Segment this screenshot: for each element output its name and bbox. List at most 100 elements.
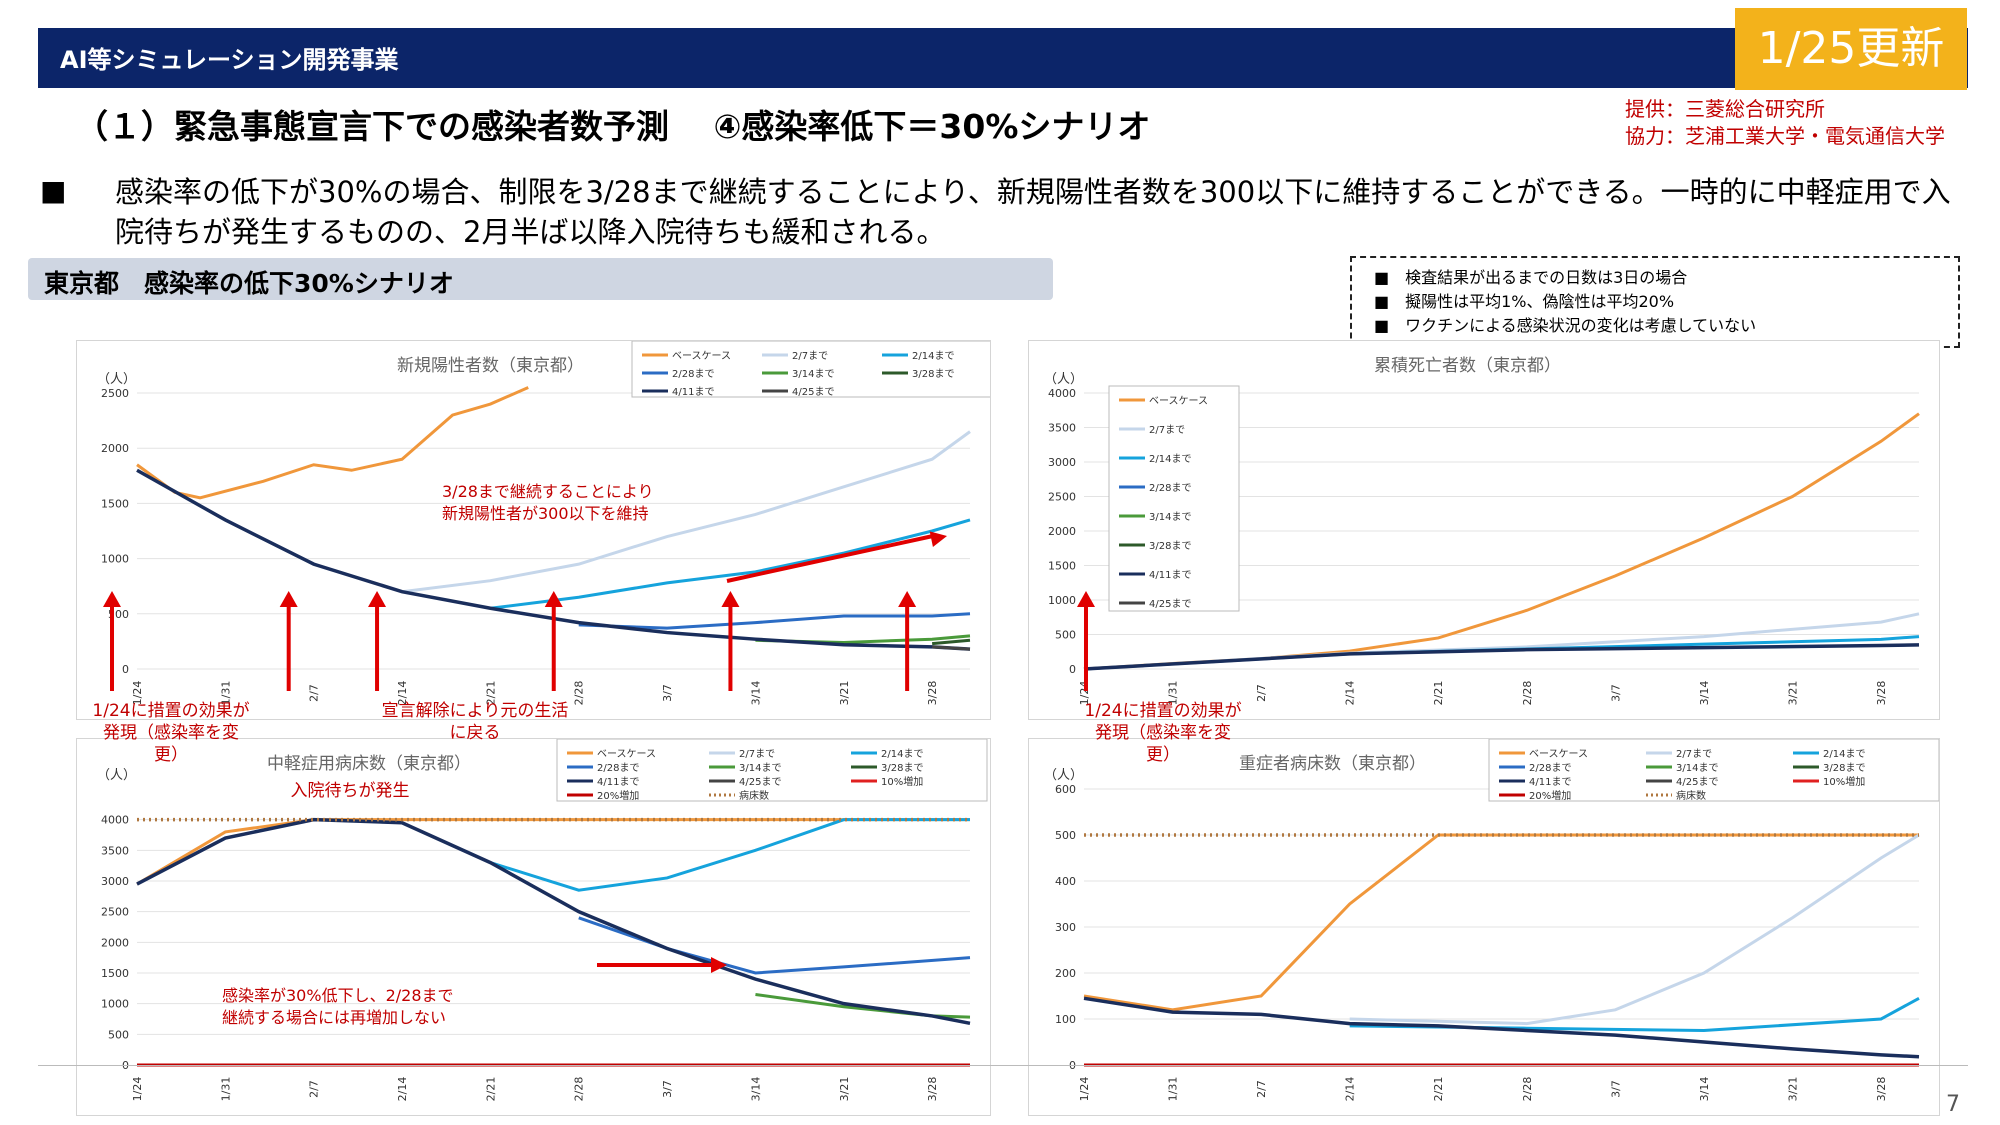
y-tick-label: 1500 [101,967,129,980]
x-tick-label: 2/28 [573,681,586,706]
legend-label: 2/28まで [1149,482,1191,494]
legend-label: 2/14まで [1149,453,1191,465]
legend-label: 2/7まで [1676,748,1712,760]
x-tick-label: 2/14 [396,681,409,706]
x-tick-label: 2/14 [396,1077,409,1102]
chart-svg: 重症者病床数（東京都）（人）01002003004005006001/241/3… [1044,739,1939,1102]
chart-title: 累積死亡者数（東京都） [1374,356,1561,376]
x-tick-label: 3/7 [1609,1080,1622,1098]
x-tick-label: 2/7 [308,684,321,702]
legend-label: 10%増加 [1823,775,1865,788]
x-tick-label: 1/24 [1078,1077,1091,1102]
x-tick-label: 3/21 [838,1077,851,1102]
x-tick-label: 3/21 [1786,681,1799,706]
y-tick-label: 1000 [1048,594,1076,607]
legend-label: 20%増加 [1529,789,1571,802]
red-arrow-head [711,957,727,973]
y-tick-label: 100 [1055,1013,1076,1026]
x-tick-label: 2/28 [573,1077,586,1102]
x-tick-label: 3/28 [1875,1077,1888,1102]
legend-label: 2/28まで [672,368,714,380]
x-tick-label: 1/24 [131,681,144,706]
legend-label: 4/25まで [1149,598,1191,610]
y-tick-label: 2500 [1048,491,1076,504]
x-tick-label: 3/7 [661,1080,674,1098]
x-tick-label: 3/28 [1875,681,1888,706]
x-tick-label: 1/31 [1167,1077,1180,1102]
x-tick-label: 2/7 [1255,684,1268,702]
y-tick-label: 3500 [101,844,129,857]
y-tick-label: 1000 [101,998,129,1011]
legend-label: 2/14まで [912,350,954,362]
legend-box [1488,739,1939,802]
x-tick-label: 2/21 [484,681,497,706]
legend-label: ベースケース [1529,748,1588,760]
chart-title: 重症者病床数（東京都） [1239,754,1426,774]
header-banner [38,28,1968,88]
x-tick-label: 2/7 [308,1080,321,1098]
y-unit-label: （人） [97,768,136,783]
credit-provider: 提供：三菱総合研究所 [1625,97,1825,121]
y-tick-label: 2000 [101,442,129,455]
chart-title: 新規陽性者数（東京都） [397,356,584,376]
x-tick-label: 3/28 [926,1077,939,1102]
y-unit-label: （人） [97,372,136,387]
legend-label: 病床数 [739,789,769,802]
legend-box [556,739,988,802]
update-badge: 1/25更新 [1735,8,1967,90]
series-line [136,386,529,500]
x-tick-label: 3/14 [1698,681,1711,706]
red-arrow-head [544,591,563,607]
y-tick-label: 500 [1055,829,1076,842]
legend-label: ベースケース [597,748,656,760]
series-line [1083,643,1920,671]
legend-label: 3/28まで [1823,762,1865,774]
y-tick-label: 2500 [101,906,129,919]
legend-label: 3/28まで [881,762,923,774]
legend-label: 3/28まで [1149,540,1191,552]
x-tick-label: 1/31 [219,681,232,706]
series-line [932,638,971,646]
x-tick-label: 2/7 [1255,1080,1268,1098]
x-tick-label: 1/24 [131,1077,144,1102]
x-tick-label: 3/7 [661,684,674,702]
legend-label: 3/14まで [792,368,834,380]
x-tick-label: 3/14 [749,681,762,706]
annotation-line: 3/28まで継続することにより [442,482,654,501]
page-number: 7 [1946,1092,1960,1117]
y-unit-label: （人） [1044,768,1083,783]
legend-box [631,341,990,398]
chart-svg: 中軽症用病床数（東京都）（人）0500100015002000250030003… [97,739,988,1102]
legend-label: 2/14まで [1823,748,1865,760]
red-arrow-head [721,591,740,607]
annotation-line: 新規陽性者が300以下を維持 [442,504,649,523]
legend-label: 3/14まで [1676,762,1718,774]
credit-cooperation: 協力：芝浦工業大学・電気通信大学 [1625,124,1945,148]
series-line [932,645,971,651]
annotation-line: 継続する場合には再増加しない [222,1008,446,1027]
y-tick-label: 2500 [101,387,129,400]
summary-text: 感染率の低下が30%の場合、制限を3/28まで継続することにより、新規陽性者数を… [115,175,1951,249]
y-tick-label: 0 [122,663,129,676]
y-tick-label: 3500 [1048,422,1076,435]
x-tick-label: 2/21 [1432,1077,1445,1102]
y-tick-label: 2000 [1048,525,1076,538]
assumption-notes: ■ 検査結果が出るまでの日数は3日の場合 ■ 擬陽性は平均1%、偽陰性は平均20… [1350,256,1960,348]
legend-label: 2/7まで [792,350,828,362]
legend-label: ベースケース [1149,395,1208,407]
y-tick-label: 3000 [1048,456,1076,469]
series-line [1083,996,1920,1059]
annotation-effect-left: 1/24に措置の効果が 発現（感染率を変 更） [92,701,250,765]
legend-label: 4/11まで [672,386,714,398]
chart-severe-beds: 重症者病床数（東京都）（人）01002003004005006001/241/3… [1028,738,1940,1116]
legend-label: 3/14まで [739,762,781,774]
x-tick-label: 3/21 [1786,1077,1799,1102]
legend-label: 4/11まで [1529,776,1571,788]
x-tick-label: 2/21 [484,1077,497,1102]
red-arrow-head [279,591,298,607]
page-title: （１）緊急事態宣言下での感染者数予測 ④感染率低下＝30%シナリオ [75,107,1151,146]
series-line [578,612,971,630]
series-line [1349,833,1920,1026]
x-tick-label: 1/31 [1167,681,1180,706]
